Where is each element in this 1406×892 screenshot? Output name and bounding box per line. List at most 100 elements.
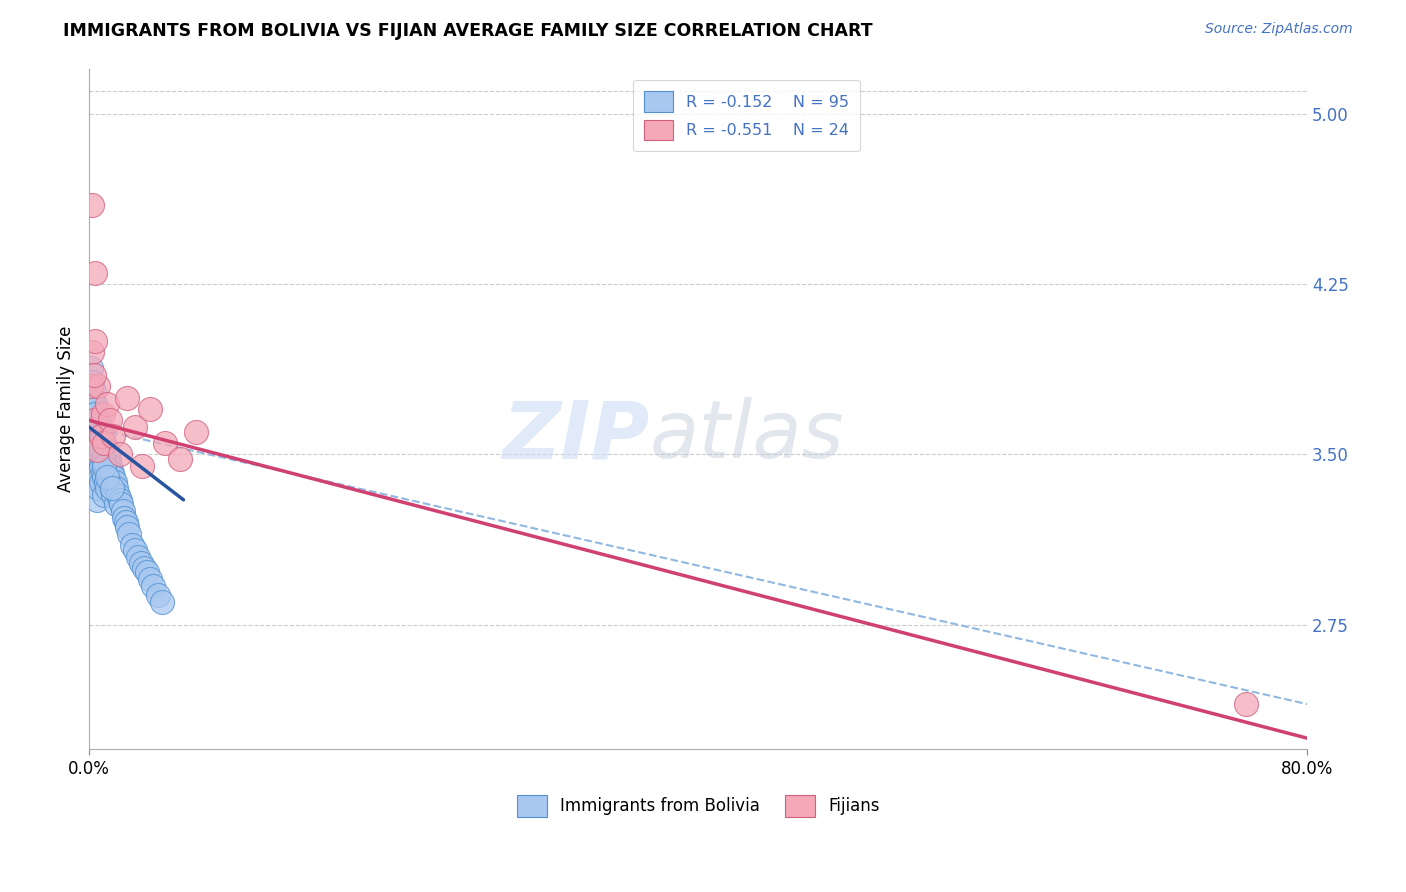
Point [91,466,114,480]
Point [83,413,105,427]
Point [94,458,117,473]
Point [83,447,105,461]
Point [89,470,111,484]
Point [96,470,118,484]
Point [146,588,169,602]
Text: Source: ZipAtlas.com: Source: ZipAtlas.com [1205,22,1353,37]
Point [84,420,107,434]
Point [93,488,115,502]
Point [103,488,125,502]
Point [94,442,117,457]
Point [79,420,101,434]
Point [82,407,104,421]
Point [91,429,114,443]
Point [86,475,108,489]
Point [83,466,105,480]
Point [107,488,129,502]
Point [90,475,112,489]
Point [94,475,117,489]
Point [101,466,124,480]
Point [83,384,105,398]
Point [91,452,114,467]
Point [93,436,115,450]
Point [90,425,112,439]
Point [90,429,112,443]
Point [115,520,138,534]
Point [87,447,110,461]
Point [87,466,110,480]
Point [184,425,207,439]
Point [91,447,114,461]
Point [86,442,108,457]
Point [93,452,115,467]
Point [89,436,111,450]
Point [110,497,132,511]
Point [114,516,136,530]
Point [101,482,124,496]
Point [89,420,111,434]
Point [83,413,105,427]
Point [84,470,107,484]
Point [82,384,104,398]
Point [103,470,125,484]
Point [118,526,141,541]
Point [97,452,120,467]
Point [84,452,107,467]
Point [84,436,107,450]
Point [83,397,105,411]
Point [127,549,149,564]
Point [82,345,104,359]
Point [86,425,108,439]
Point [121,538,143,552]
Point [82,197,104,211]
Point [100,413,122,427]
Text: atlas: atlas [650,397,844,475]
Point [93,458,115,473]
Point [132,561,155,575]
Point [83,402,105,417]
Point [82,436,104,450]
Point [105,482,128,496]
Point [83,429,105,443]
Point [150,595,173,609]
Point [131,458,153,473]
Point [91,407,114,421]
Point [89,436,111,450]
Point [93,470,115,484]
Point [96,397,118,411]
Point [84,334,107,348]
Point [124,542,146,557]
Point [129,557,152,571]
Point [90,442,112,457]
Point [100,458,122,473]
Point [84,402,107,417]
Text: ZIP: ZIP [502,397,650,475]
Point [86,420,108,434]
Point [103,429,125,443]
Point [84,266,107,280]
Point [89,452,111,467]
Point [79,379,101,393]
Point [93,436,115,450]
Point [139,402,162,417]
Point [100,475,122,489]
Point [86,442,108,457]
Point [84,397,107,411]
Point [135,566,157,580]
Point [101,482,124,496]
Point [87,413,110,427]
Point [86,492,108,507]
Point [82,375,104,389]
Point [115,391,138,405]
Point [87,429,110,443]
Point [139,572,162,586]
Point [82,452,104,467]
Point [153,436,176,450]
Point [79,397,101,411]
Point [84,407,107,421]
Point [124,420,146,434]
Text: IMMIGRANTS FROM BOLIVIA VS FIJIAN AVERAGE FAMILY SIZE CORRELATION CHART: IMMIGRANTS FROM BOLIVIA VS FIJIAN AVERAG… [63,22,873,40]
Legend: Immigrants from Bolivia, Fijians: Immigrants from Bolivia, Fijians [510,789,886,823]
Point [104,475,127,489]
Point [86,407,108,421]
